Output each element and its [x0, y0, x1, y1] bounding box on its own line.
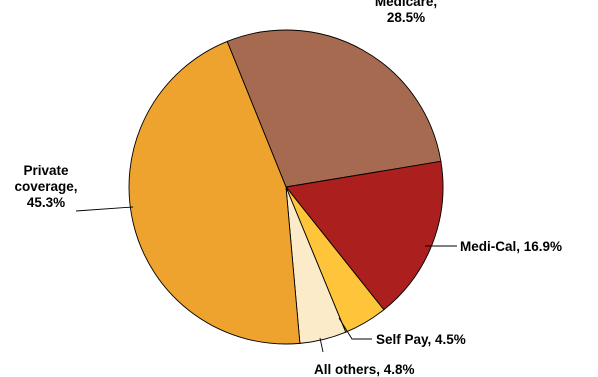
- data-label-self-pay: Self Pay, 4.5%: [376, 332, 466, 347]
- pie-slice-private-coverage: [128, 40, 301, 345]
- leader-line-self-pay: [338, 317, 372, 340]
- label-leaders: [75, 206, 457, 353]
- pie-slices: [128, 29, 444, 345]
- pie-slice-medicare: [226, 29, 442, 188]
- pie-slice-medi-cal: [285, 160, 444, 311]
- leader-line-all-others: [319, 337, 324, 353]
- data-label-all-others: All others, 4.8%: [314, 362, 415, 377]
- data-label-medi-cal: Medi-Cal, 16.9%: [460, 239, 562, 254]
- slice-labels: Medicare, 28.5% Medi-Cal, 16.9% Self Pay, 4…: [14, 0, 562, 377]
- leader-line-private-coverage: [75, 206, 134, 212]
- data-label-medicare: Medicare, 28.5%: [375, 0, 437, 25]
- data-label-private-coverage: Private coverage, 45.3%: [14, 163, 77, 210]
